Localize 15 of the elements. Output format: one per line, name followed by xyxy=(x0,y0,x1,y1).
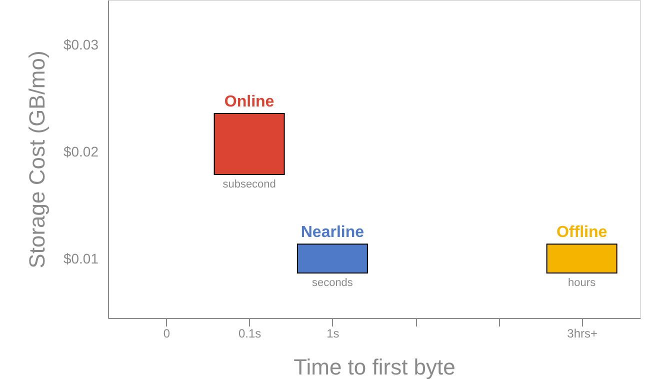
x-tick-label: 0 xyxy=(163,326,170,340)
y-tick-label: $0.03 xyxy=(63,36,99,52)
series-label: Offline xyxy=(556,224,608,242)
x-tick-label: 3hrs+ xyxy=(567,326,598,340)
y-tick-label: $0.01 xyxy=(63,250,99,267)
x-axis-title: Time to first byte xyxy=(294,354,456,379)
annotation: subsecond xyxy=(222,178,276,191)
x-tick-label: 0.1s xyxy=(238,326,262,340)
y-axis-title: Storage Cost (GB/mo) xyxy=(24,50,50,268)
series-label: Nearline xyxy=(300,224,364,242)
series-label: Online xyxy=(224,93,274,110)
annotation: seconds xyxy=(312,277,354,290)
x-tick-label: 1s xyxy=(326,326,340,340)
annotation: hours xyxy=(568,277,596,290)
y-tick-label: $0.02 xyxy=(63,144,99,160)
